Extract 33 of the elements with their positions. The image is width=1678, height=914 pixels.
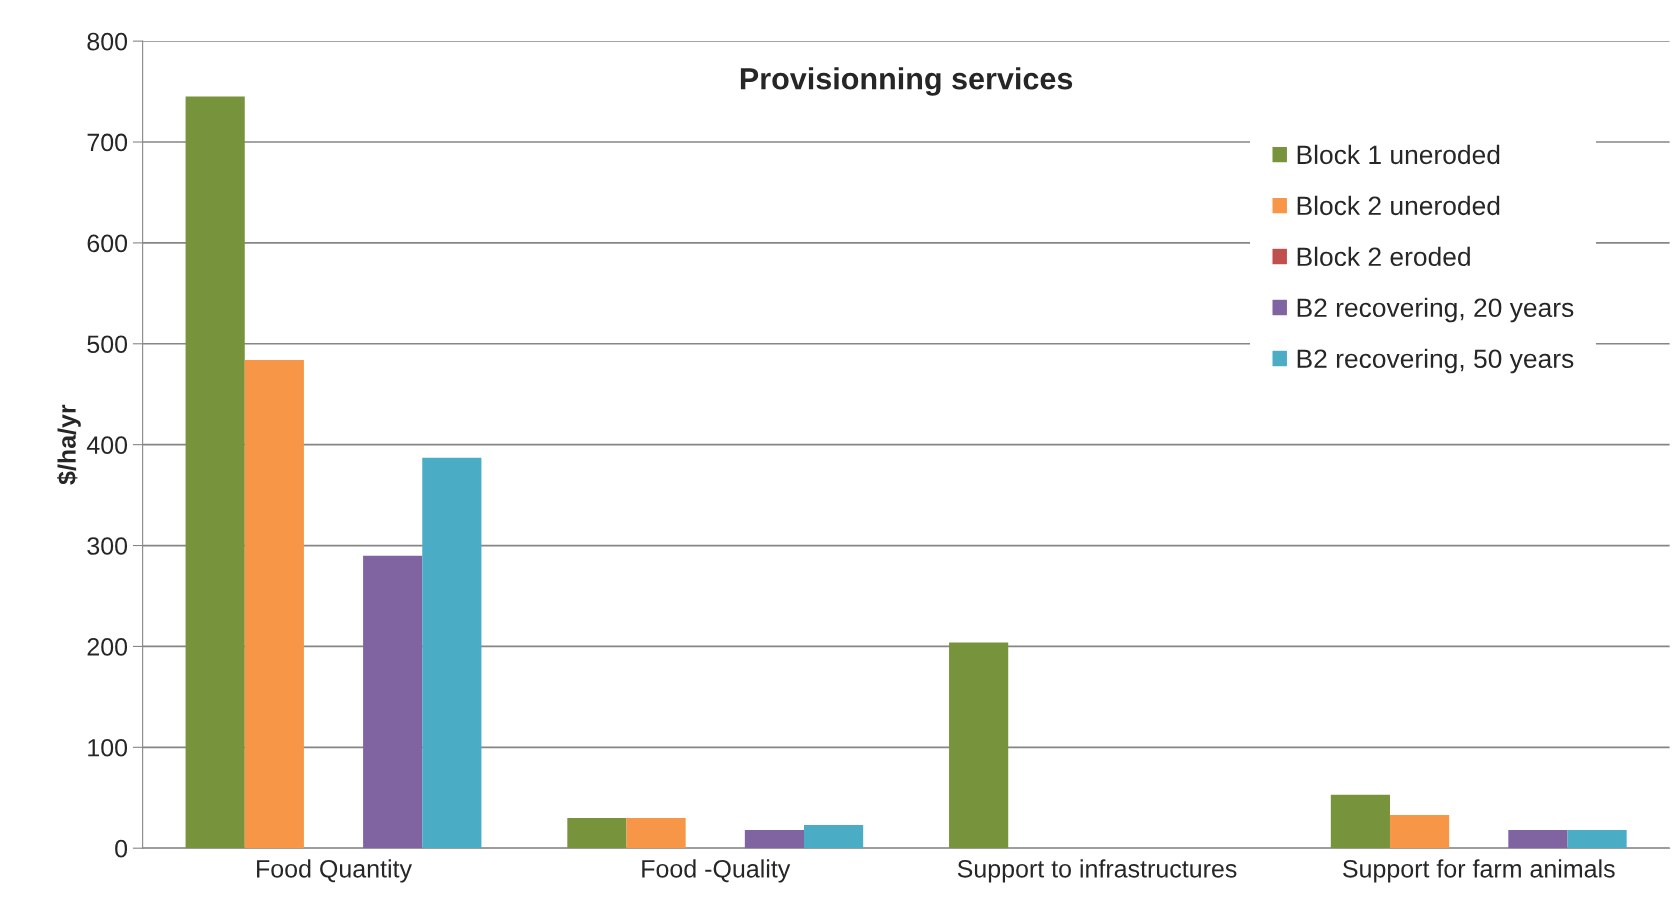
bar	[626, 817, 686, 849]
bar	[244, 359, 304, 849]
legend-label: Block 2 eroded	[1297, 246, 1470, 267]
legend-label: Block 2 uneroded	[1297, 195, 1500, 216]
y-tick-label: 0	[115, 839, 128, 858]
legend-label: B2 recovering, 50 years	[1297, 348, 1574, 374]
x-tick-label: Support for farm animals	[1343, 859, 1615, 883]
y-tick-label: 200	[87, 638, 128, 656]
bar	[744, 830, 804, 849]
bar	[804, 824, 864, 849]
y-axis-title: $/ha/yr	[57, 404, 81, 485]
y-tick-label: 800	[87, 32, 128, 51]
bar	[422, 457, 482, 849]
bar	[1508, 830, 1568, 849]
bar	[567, 817, 627, 849]
x-tick-label: Food -Quality	[642, 859, 791, 883]
bar	[1389, 814, 1450, 849]
y-tick-label: 400	[86, 436, 128, 454]
y-tick-label: 700	[87, 133, 128, 152]
bar	[185, 96, 245, 849]
bar	[949, 642, 1009, 849]
y-tick-label: 100	[88, 738, 128, 757]
text: Provisionning services	[740, 67, 1073, 96]
x-tick-label: Support to infrastructures	[957, 859, 1237, 883]
y-tick-label: 300	[87, 537, 128, 555]
bar	[1330, 794, 1390, 849]
y-tick-label: 500	[87, 335, 128, 354]
x-tick-label: Food Quantity	[257, 859, 412, 883]
y-tick-label: 600	[87, 234, 128, 253]
bar	[1567, 830, 1627, 849]
bar	[363, 555, 423, 849]
legend-label: Block 1 uneroded	[1297, 144, 1500, 165]
legend-label: B2 recovering, 20 years	[1297, 297, 1574, 323]
